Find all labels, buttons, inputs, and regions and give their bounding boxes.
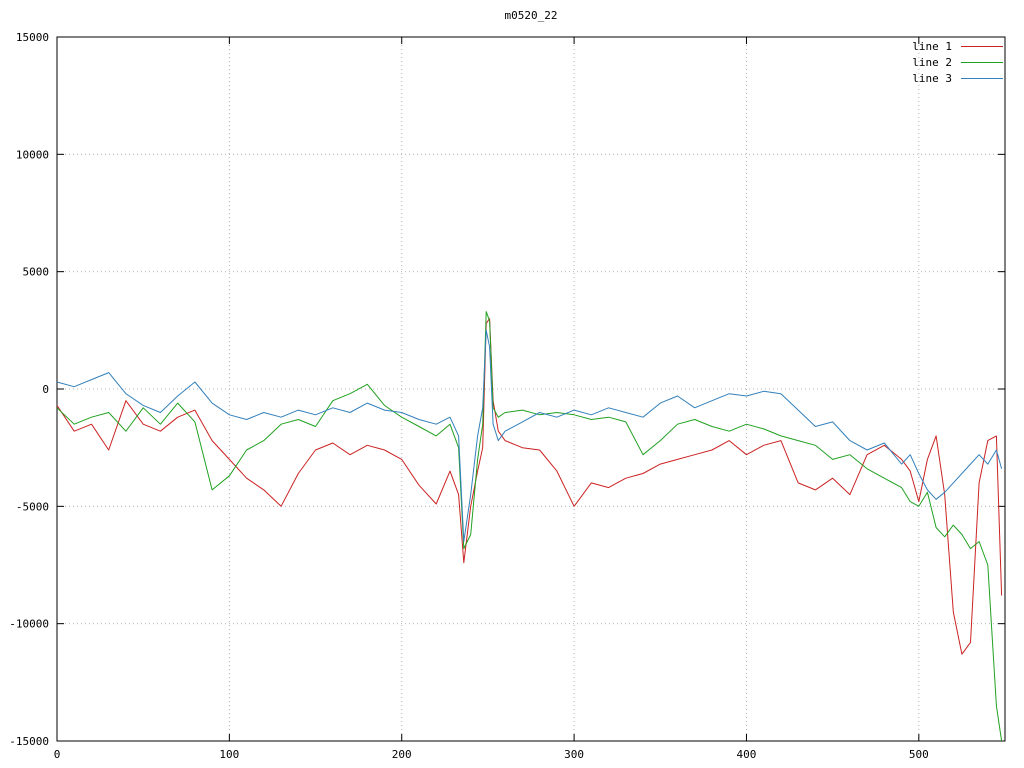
y-tick-label: -5000 — [16, 500, 49, 513]
x-tick-label: 100 — [219, 748, 239, 761]
plot-border — [56, 36, 1006, 742]
legend-line-sample — [961, 46, 1003, 47]
y-tick-label: -15000 — [9, 735, 49, 748]
x-tick-label: 500 — [909, 748, 929, 761]
y-tick-label: 10000 — [16, 148, 49, 161]
y-tick-label: 0 — [42, 383, 49, 396]
legend-item: line 2 — [912, 56, 1003, 69]
legend-item: line 3 — [912, 72, 1003, 85]
legend: line 1 line 2 line 3 — [912, 40, 1003, 85]
legend-label: line 3 — [912, 72, 952, 85]
legend-label: line 2 — [912, 56, 952, 69]
series-1-line — [56, 318, 1003, 655]
chart-title: m0520_22 — [504, 9, 558, 22]
x-tick-label: 300 — [564, 748, 584, 761]
series-2-line — [56, 311, 1003, 742]
legend-item: line 1 — [912, 40, 1003, 53]
x-tick-label: 200 — [392, 748, 412, 761]
legend-label: line 1 — [912, 40, 952, 53]
legend-line-sample — [961, 62, 1003, 63]
legend-line-sample — [961, 78, 1003, 79]
x-tick-label: 400 — [737, 748, 757, 761]
y-tick-label: 15000 — [16, 31, 49, 44]
x-tick-label: 0 — [54, 748, 61, 761]
series-3-line — [56, 329, 1003, 542]
y-tick-label: -10000 — [9, 618, 49, 631]
y-tick-label: 5000 — [23, 266, 50, 279]
